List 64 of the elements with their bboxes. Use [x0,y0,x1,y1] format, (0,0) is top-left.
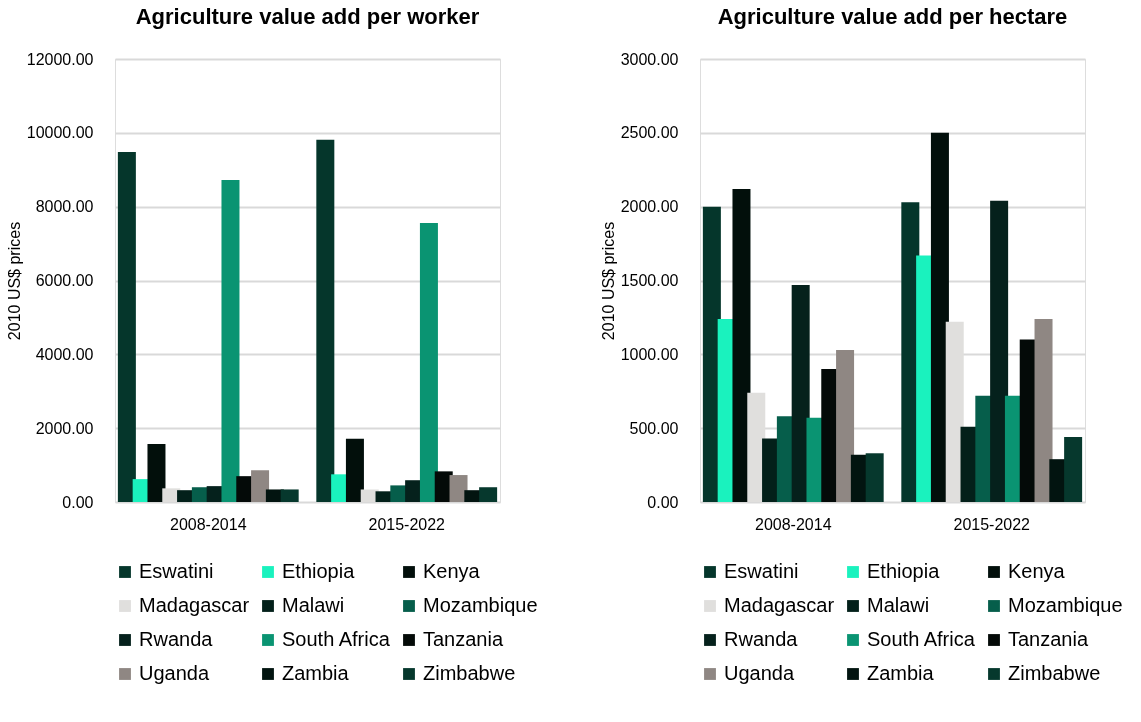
legend-label: Malawi [282,594,345,616]
bar [732,188,751,502]
y-tick-label: 8000.00 [35,198,94,216]
legend-label: Zambia [282,662,350,684]
bar [791,284,810,502]
legend-label: Rwanda [724,628,799,650]
y-tick-label: 0.00 [647,493,679,511]
bar [930,132,949,502]
bar [1064,437,1083,502]
legend-label: Eswatini [139,560,214,582]
bar [419,222,438,502]
legend-label: Ethiopia [867,560,941,582]
legend-label: Zambia [867,662,935,684]
bar [251,470,270,502]
y-tick-label: 0.00 [62,493,94,511]
legend-label: Mozambique [423,594,538,616]
legend-label: Kenya [1008,560,1066,582]
y-tick-label: 3000.00 [620,50,679,68]
y-tick-label: 6000.00 [35,272,94,289]
legend-label: Madagascar [724,594,835,616]
legend-label: South Africa [867,628,976,650]
bar [865,453,884,502]
legend-label: Rwanda [139,628,214,650]
y-tick-label: 4000.00 [35,345,94,363]
legend-label: Uganda [139,662,210,684]
bar [117,152,136,502]
legend-label: Tanzania [1008,628,1089,650]
legend-label: Eswatini [724,560,799,582]
y-tick-label: 10000.00 [26,124,94,142]
y-tick-label: 500.00 [629,419,679,437]
bar [449,475,468,502]
y-axis-title: 2010 US$ prices [5,221,23,341]
bar [316,139,335,502]
legend-label: Uganda [724,662,795,684]
legend-label: Tanzania [423,628,504,650]
legend-label: Kenya [423,560,481,582]
chart-title: Agriculture value add per hectare [717,4,1068,29]
y-tick-label: 1000.00 [620,345,679,363]
x-tick-label: 2008-2014 [170,515,247,533]
bar [479,487,498,502]
y-tick-label: 2500.00 [620,124,679,142]
chart-title: Agriculture value add per worker [135,4,480,29]
bar [147,444,166,502]
legend-label: Madagascar [139,594,250,616]
bar [1034,318,1053,502]
legend-label: Zimbabwe [1008,662,1101,684]
legend-label: Malawi [867,594,930,616]
x-tick-label: 2015-2022 [368,515,446,533]
legend-label: Ethiopia [282,560,356,582]
x-tick-label: 2015-2022 [953,515,1031,533]
bar [280,489,299,502]
y-tick-label: 2000.00 [35,419,94,437]
bar [345,438,364,502]
y-tick-label: 12000.00 [26,50,94,68]
bar [221,180,240,502]
legend-label: South Africa [282,628,391,650]
y-axis-title: 2010 US$ prices [599,221,617,341]
legend-label: Zimbabwe [423,662,516,684]
x-tick-label: 2008-2014 [755,515,832,533]
bar [990,200,1009,502]
y-tick-label: 2000.00 [620,198,679,216]
y-tick-label: 1500.00 [620,272,679,289]
legend-label: Mozambique [1008,594,1123,616]
bar [836,349,855,502]
